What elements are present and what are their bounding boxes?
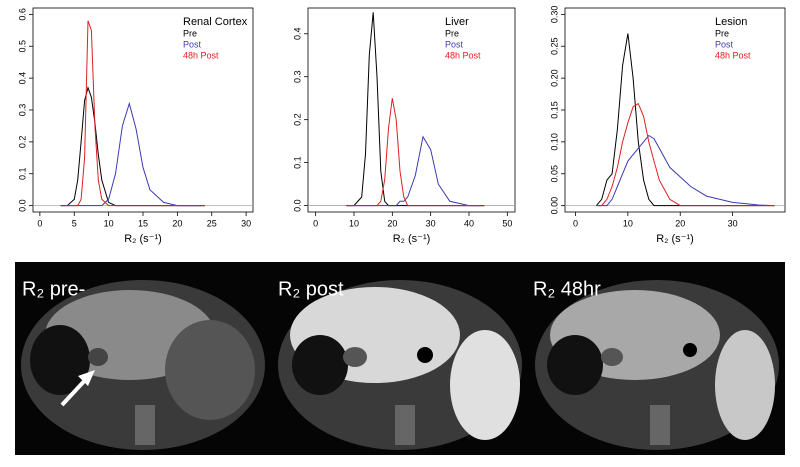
mri-post (278, 280, 522, 450)
legend-title: Liver (445, 16, 469, 28)
legend-entry: Pre (715, 28, 729, 38)
x-tick-label: 40 (464, 218, 474, 228)
x-tick-label: 0 (313, 218, 318, 228)
legend-title: Lesion (715, 16, 747, 28)
y-tick-label: 0.15 (549, 101, 559, 119)
x-tick-label: 10 (349, 218, 359, 228)
y-tick-label: 0.05 (549, 165, 559, 183)
legend-entry: Post (445, 39, 464, 49)
plot-frame (307, 7, 516, 213)
x-tick-label: 20 (172, 218, 182, 228)
y-tick-label: 0.00 (549, 197, 559, 215)
x-tick-label: 10 (104, 218, 114, 228)
density-line (596, 102, 775, 207)
y-tick-label: 0.0 (17, 199, 27, 212)
mri-48hr (535, 280, 779, 450)
x-axis-label: R₂ (s⁻¹) (656, 233, 694, 245)
y-tick-label: 0.2 (292, 113, 302, 126)
y-tick-label: 0.10 (549, 133, 559, 151)
plot-frame (564, 7, 786, 213)
x-tick-label: 20 (387, 218, 397, 228)
legend-entry: 48h Post (183, 50, 219, 60)
y-tick-label: 0.6 (17, 8, 27, 21)
density-line (346, 98, 485, 207)
mri-pre (21, 280, 265, 450)
legend-entry: 48h Post (445, 50, 481, 60)
legend-title: Renal Cortex (183, 16, 248, 28)
image-label: R₂ post (278, 278, 344, 300)
legend-entry: Post (715, 39, 734, 49)
image-label: R₂ 48hr (533, 278, 601, 300)
x-tick-label: 30 (728, 218, 738, 228)
density-line (346, 135, 485, 207)
y-tick-label: 0.4 (292, 28, 302, 41)
legend-entry: Pre (445, 28, 459, 38)
y-tick-label: 0.20 (549, 69, 559, 87)
y-tick-label: 0.0 (292, 199, 302, 212)
y-tick-label: 0.1 (292, 156, 302, 169)
density-line (60, 20, 205, 207)
y-tick-label: 0.3 (17, 104, 27, 117)
x-tick-label: 25 (207, 218, 217, 228)
y-tick-label: 0.30 (549, 6, 559, 24)
x-tick-label: 0 (573, 218, 578, 228)
density-line (60, 101, 205, 207)
x-tick-label: 50 (502, 218, 512, 228)
legend-entry: Post (183, 39, 202, 49)
y-tick-label: 0.2 (17, 136, 27, 149)
density-line (596, 134, 775, 207)
x-tick-label: 5 (72, 218, 77, 228)
y-tick-label: 0.25 (549, 37, 559, 55)
y-tick-label: 0.3 (292, 70, 302, 83)
plot-frame (32, 7, 254, 213)
y-tick-label: 0.5 (17, 40, 27, 53)
y-tick-label: 0.1 (17, 167, 27, 180)
x-tick-label: 30 (241, 218, 251, 228)
image-label: R₂ pre- (22, 278, 85, 300)
x-axis-label: R₂ (s⁻¹) (124, 233, 162, 245)
y-tick-label: 0.4 (17, 72, 27, 85)
x-tick-label: 20 (675, 218, 685, 228)
x-tick-label: 0 (37, 218, 42, 228)
legend-entry: Pre (183, 28, 197, 38)
x-axis-label: R₂ (s⁻¹) (393, 233, 431, 245)
x-tick-label: 30 (426, 218, 436, 228)
x-tick-label: 10 (623, 218, 633, 228)
x-tick-label: 15 (138, 218, 148, 228)
legend-entry: 48h Post (715, 50, 751, 60)
